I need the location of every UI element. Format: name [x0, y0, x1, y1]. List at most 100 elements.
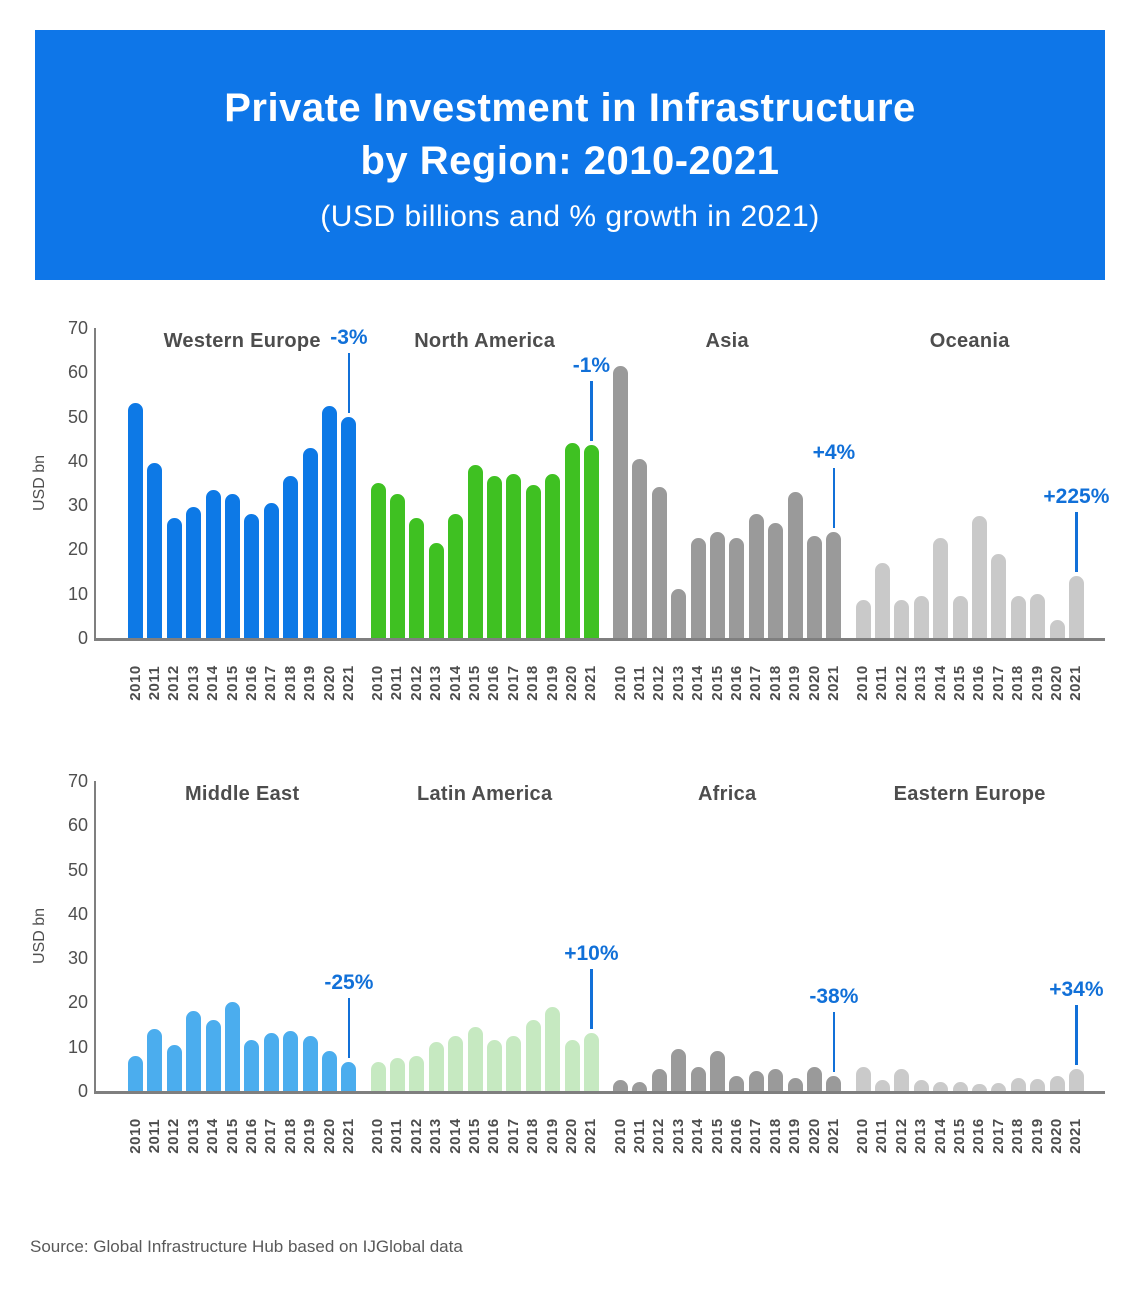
region-title: Middle East	[184, 783, 300, 805]
x-tick-label: 2016	[242, 665, 260, 701]
x-tick-label: 2014	[931, 1118, 949, 1154]
x-tick-label: 2017	[989, 1118, 1007, 1154]
x-tick-label: 2013	[427, 1118, 445, 1154]
header-banner: Private Investment in Infrastructure by …	[35, 30, 1105, 280]
growth-annotation: -3%	[330, 325, 368, 349]
bar-latin-america-2013	[428, 1042, 444, 1091]
y-axis-line	[94, 328, 96, 638]
x-tick-label: 2020	[1048, 1118, 1065, 1154]
bar-north-america-2021	[583, 445, 599, 638]
x-tick-label: 2010	[126, 665, 144, 701]
bar-oceania-2013	[913, 595, 929, 638]
bar-north-america-2012	[409, 518, 425, 638]
bar-eastern-europe-2018	[1010, 1077, 1026, 1091]
y-tick-label: 60	[67, 362, 88, 383]
bar-oceania-2014	[933, 538, 949, 638]
x-tick-label: 2018	[281, 1118, 299, 1154]
bar-western-europe-2010	[128, 403, 143, 638]
x-tick-label: 2013	[669, 1118, 687, 1154]
y-tick-label: 0	[77, 1081, 88, 1101]
x-tick-label: 2018	[1009, 1118, 1027, 1154]
bar-latin-america-2021	[583, 1033, 599, 1091]
bar-middle-east-2015	[225, 1002, 240, 1091]
bar-latin-america-2016	[486, 1040, 502, 1091]
x-tick-label: 2010	[369, 665, 386, 701]
x-tick-label: 2020	[563, 665, 580, 701]
x-tick-label: 2019	[301, 1118, 319, 1154]
x-tick-label: 2014	[446, 1118, 464, 1154]
growth-annotation: +225%	[1043, 485, 1110, 508]
y-tick-label: 20	[67, 539, 88, 560]
x-tick-label: 2021	[1067, 665, 1085, 701]
x-tick-label: 2016	[485, 1118, 503, 1154]
x-tick-label: 2019	[1028, 665, 1046, 701]
x-tick-label: 2020	[320, 1118, 338, 1154]
x-tick-label: 2012	[892, 1118, 910, 1154]
x-tick-label: 2015	[223, 1118, 241, 1154]
bar-eastern-europe-2019	[1030, 1078, 1046, 1091]
bar-middle-east-2012	[166, 1044, 182, 1091]
y-tick-label: 70	[67, 318, 88, 338]
bar-asia-2013	[671, 589, 687, 638]
x-tick-label: 2010	[854, 1118, 871, 1154]
y-tick-label: 30	[67, 495, 88, 516]
x-tick-label: 2020	[805, 665, 823, 701]
x-tick-label: 2020	[563, 1118, 580, 1154]
x-tick-label: 2010	[369, 1118, 386, 1154]
x-tick-label: 2010	[854, 665, 871, 701]
chart-title-line1: Private Investment in Infrastructure	[224, 86, 916, 130]
y-tick-label: 40	[67, 450, 88, 471]
chart-subtitle: (USD billions and % growth in 2021)	[320, 200, 820, 233]
x-tick-label: 2013	[427, 665, 445, 701]
x-tick-label: 2012	[407, 665, 425, 701]
x-tick-label: 2020	[1048, 665, 1065, 701]
bar-western-europe-2019	[302, 447, 318, 638]
x-tick-label: 2016	[242, 1118, 260, 1154]
y-tick-label: 10	[67, 583, 88, 604]
bar-north-america-2014	[448, 514, 464, 638]
x-tick-label: 2021	[582, 665, 600, 701]
bar-western-europe-2020	[322, 405, 337, 638]
x-tick-label: 2015	[708, 665, 726, 701]
chart-title: Private Investment in Infrastructure by …	[35, 82, 1105, 188]
bar-eastern-europe-2017	[991, 1083, 1007, 1091]
bar-asia-2018	[768, 522, 784, 638]
x-tick-label: 2018	[766, 665, 784, 701]
x-tick-label: 2019	[543, 665, 561, 701]
x-tick-label: 2020	[320, 665, 338, 701]
x-axis-baseline	[94, 1091, 1105, 1094]
x-tick-label: 2011	[388, 665, 406, 701]
bar-africa-2010	[613, 1079, 628, 1091]
region-title: Western Europe	[163, 330, 321, 352]
y-tick-label: 0	[77, 628, 88, 648]
x-tick-label: 2013	[912, 1118, 930, 1154]
annotation-line	[347, 352, 351, 413]
bar-asia-2017	[748, 514, 764, 638]
x-tick-label: 2014	[689, 1118, 707, 1154]
y-tick-label: 40	[67, 903, 88, 924]
bar-eastern-europe-2014	[933, 1082, 949, 1091]
bar-oceania-2016	[971, 516, 987, 638]
bar-middle-east-2010	[128, 1055, 143, 1091]
annotation-line	[1075, 1004, 1078, 1065]
bar-oceania-2012	[894, 600, 910, 638]
bar-asia-2015	[710, 531, 725, 638]
x-tick-label: 2010	[611, 665, 629, 701]
x-tick-label: 2016	[485, 665, 503, 701]
bar-africa-2021	[826, 1075, 842, 1091]
x-tick-label: 2021	[339, 1118, 357, 1154]
bar-north-america-2018	[525, 485, 541, 638]
x-tick-label: 2015	[466, 1118, 483, 1154]
x-tick-label: 2017	[504, 1118, 522, 1154]
x-tick-label: 2017	[504, 665, 522, 701]
bar-western-europe-2013	[186, 507, 202, 638]
bar-oceania-2011	[874, 562, 890, 638]
region-title: Africa	[697, 783, 757, 805]
bar-western-europe-2018	[283, 476, 299, 638]
bar-latin-america-2012	[409, 1055, 425, 1091]
bar-oceania-2010	[855, 600, 871, 638]
x-tick-label: 2010	[126, 1118, 144, 1154]
x-tick-label: 2019	[786, 1118, 804, 1154]
x-tick-label: 2016	[727, 1118, 745, 1154]
annotation-line	[590, 969, 593, 1030]
